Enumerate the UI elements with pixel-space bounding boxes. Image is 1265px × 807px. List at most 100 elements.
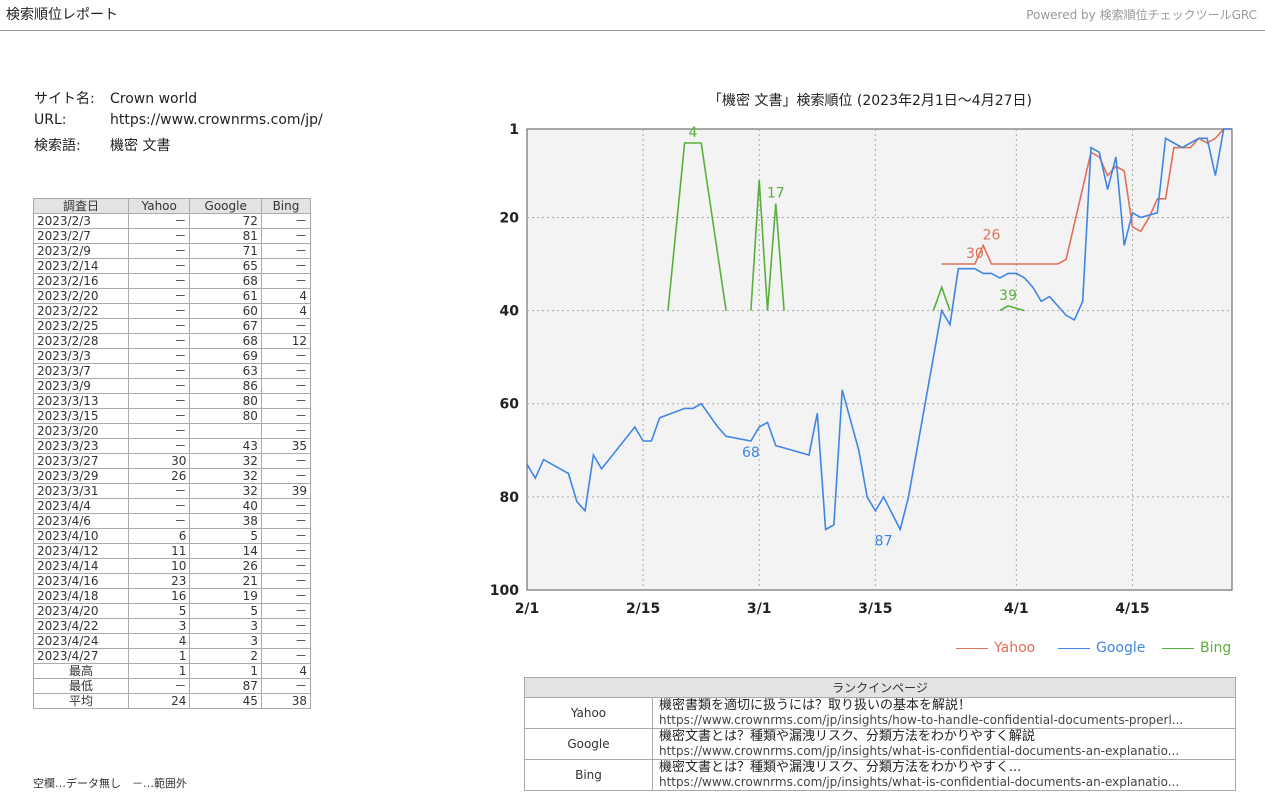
- yahoo-data-label: 26: [983, 227, 1001, 243]
- cell-bing: －: [260, 678, 312, 694]
- cell-date: 2023/2/25: [33, 318, 129, 334]
- bing-series-segment: [667, 142, 727, 311]
- cell-date: 2023/4/12: [33, 543, 129, 559]
- cell-date: 2023/2/3: [33, 213, 129, 229]
- y-tick-label: 40: [500, 304, 520, 320]
- y-tick-label: 20: [500, 210, 520, 226]
- cell-google: 26: [189, 558, 262, 574]
- table-row: 2023/4/16 23 21 －: [33, 573, 312, 589]
- keyword-row: 検索語: 機密 文書: [34, 135, 170, 155]
- rank-page-row-google: Google 機密文書とは？種類や漏洩リスク、分類方法をわかりやすく解説 htt…: [524, 728, 1236, 760]
- y-tick-label: 1: [509, 122, 519, 138]
- y-tick-label: 80: [500, 490, 520, 506]
- bing-series-segment: [766, 203, 785, 311]
- cell-yahoo: 24: [127, 693, 191, 709]
- bing-data-label: 17: [767, 186, 785, 202]
- summary-row: 平均 24 45 38: [33, 693, 312, 709]
- cell-yahoo: －: [127, 303, 191, 319]
- keyword-label: 検索語:: [34, 138, 81, 154]
- table-header-row: 調査日 Yahoo Google Bing: [33, 198, 312, 214]
- legend-google: Google: [1058, 640, 1145, 656]
- legend-yahoo: Yahoo: [956, 640, 1035, 656]
- table-row: 2023/4/22 3 3 －: [33, 618, 312, 634]
- cell-date: 2023/4/18: [33, 588, 129, 604]
- bing-data-label: 39: [999, 288, 1017, 304]
- rank-page-engine: Bing: [524, 759, 653, 791]
- table-row: 2023/4/14 10 26 －: [33, 558, 312, 574]
- legend-yahoo-label: Yahoo: [994, 640, 1036, 656]
- cell-yahoo: 1: [127, 648, 191, 664]
- cell-bing: 12: [260, 333, 312, 349]
- rank-page-detail: 機密文書とは？種類や漏洩リスク、分類方法をわかりやすく解説 https://ww…: [652, 728, 1236, 760]
- google-data-label: 68: [742, 445, 760, 461]
- table-row: 2023/3/27 30 32 －: [33, 453, 312, 469]
- legend-bing-label: Bing: [1200, 640, 1232, 656]
- rank-page-engine: Google: [524, 728, 653, 760]
- rank-page-url[interactable]: https://www.crownrms.com/jp/insights/wha…: [659, 775, 1180, 789]
- table-row: 2023/4/18 16 19 －: [33, 588, 312, 604]
- cell-date: 2023/4/20: [33, 603, 129, 619]
- cell-yahoo: －: [127, 438, 191, 454]
- table-row: 2023/2/7 － 81 －: [33, 228, 312, 244]
- rank-page-url[interactable]: https://www.crownrms.com/jp/insights/how…: [659, 713, 1184, 727]
- bing-series-segment: [999, 305, 1025, 312]
- col-header-yahoo: Yahoo: [127, 198, 191, 214]
- cell-date: 2023/2/14: [33, 258, 129, 274]
- site-name-label: サイト名:: [34, 91, 95, 107]
- rank-pages-header: ランクインページ: [524, 677, 1236, 698]
- site-name-value: Crown world: [110, 91, 198, 107]
- cell-google: 63: [189, 363, 262, 379]
- table-row: 2023/3/9 － 86 －: [33, 378, 312, 394]
- cell-google: 81: [189, 228, 262, 244]
- x-tick-label: 3/15: [858, 601, 892, 617]
- x-tick-label: 2/1: [515, 601, 540, 617]
- table-row: 2023/4/6 － 38 －: [33, 513, 312, 529]
- powered-by-text: Powered by 検索順位チェックツールGRC: [1026, 8, 1257, 22]
- cell-google: 67: [189, 318, 262, 334]
- cell-google: 80: [189, 393, 262, 409]
- table-row: 2023/2/22 － 60 4: [33, 303, 312, 319]
- table-row: 2023/4/4 － 40 －: [33, 498, 312, 514]
- cell-date: 平均: [33, 693, 129, 709]
- rank-page-title[interactable]: 機密文書とは？種類や漏洩リスク、分類方法をわかりやすく...: [659, 760, 1022, 776]
- cell-yahoo: －: [127, 498, 191, 514]
- cell-yahoo: 10: [127, 558, 191, 574]
- cell-google: 65: [189, 258, 262, 274]
- table-row: 2023/3/31 － 32 39: [33, 483, 312, 499]
- x-tick-label: 3/1: [747, 601, 772, 617]
- cell-yahoo: －: [127, 318, 191, 334]
- rank-page-url[interactable]: https://www.crownrms.com/jp/insights/wha…: [659, 744, 1180, 758]
- plot-area: [526, 128, 1233, 591]
- cell-bing: －: [260, 603, 312, 619]
- col-header-bing: Bing: [260, 198, 312, 214]
- x-tick-label: 4/1: [1004, 601, 1029, 617]
- table-row: 2023/3/13 － 80 －: [33, 393, 312, 409]
- table-row: 2023/4/27 1 2 －: [33, 648, 312, 664]
- rank-page-title[interactable]: 機密文書とは？種類や漏洩リスク、分類方法をわかりやすく解説: [659, 729, 1035, 745]
- rank-page-row-yahoo: Yahoo 機密書類を適切に扱うには？取り扱いの基本を解説！ https://w…: [524, 697, 1236, 729]
- table-row: 2023/2/14 － 65 －: [33, 258, 312, 274]
- cell-bing: －: [260, 633, 312, 649]
- google-series-line: [527, 128, 1232, 532]
- rank-page-title[interactable]: 機密書類を適切に扱うには？取り扱いの基本を解説！: [659, 698, 972, 714]
- table-note: 空欄…データ無し －…範囲外: [33, 777, 187, 790]
- table-row: 2023/2/9 － 71 －: [33, 243, 312, 259]
- x-tick-label: 4/15: [1115, 601, 1149, 617]
- cell-date: 2023/4/4: [33, 498, 129, 514]
- rank-pages-table: ランクインページ Yahoo 機密書類を適切に扱うには？取り扱いの基本を解説！ …: [524, 677, 1236, 791]
- table-row: 2023/2/3 － 72 －: [33, 213, 312, 229]
- bing-series-segment: [750, 180, 769, 311]
- cell-bing: －: [260, 258, 312, 274]
- legend-yahoo-swatch: [956, 647, 988, 649]
- cell-bing: －: [260, 243, 312, 259]
- cell-date: 2023/3/31: [33, 483, 129, 499]
- url-row: URL: https://www.crownrms.com/jp/: [34, 112, 323, 128]
- chart-title: 「機密 文書」検索順位 (2023年2月1日～4月27日): [708, 93, 1032, 109]
- cell-date: 2023/4/14: [33, 558, 129, 574]
- table-row: 2023/3/7 － 63 －: [33, 363, 312, 379]
- cell-bing: －: [260, 408, 312, 424]
- legend-google-swatch: [1058, 647, 1090, 649]
- cell-date: 2023/4/10: [33, 528, 129, 544]
- y-tick-label: 60: [500, 397, 520, 413]
- ranking-table: 調査日 Yahoo Google Bing 2023/2/3 － 72 － 2023/2…: [33, 198, 312, 709]
